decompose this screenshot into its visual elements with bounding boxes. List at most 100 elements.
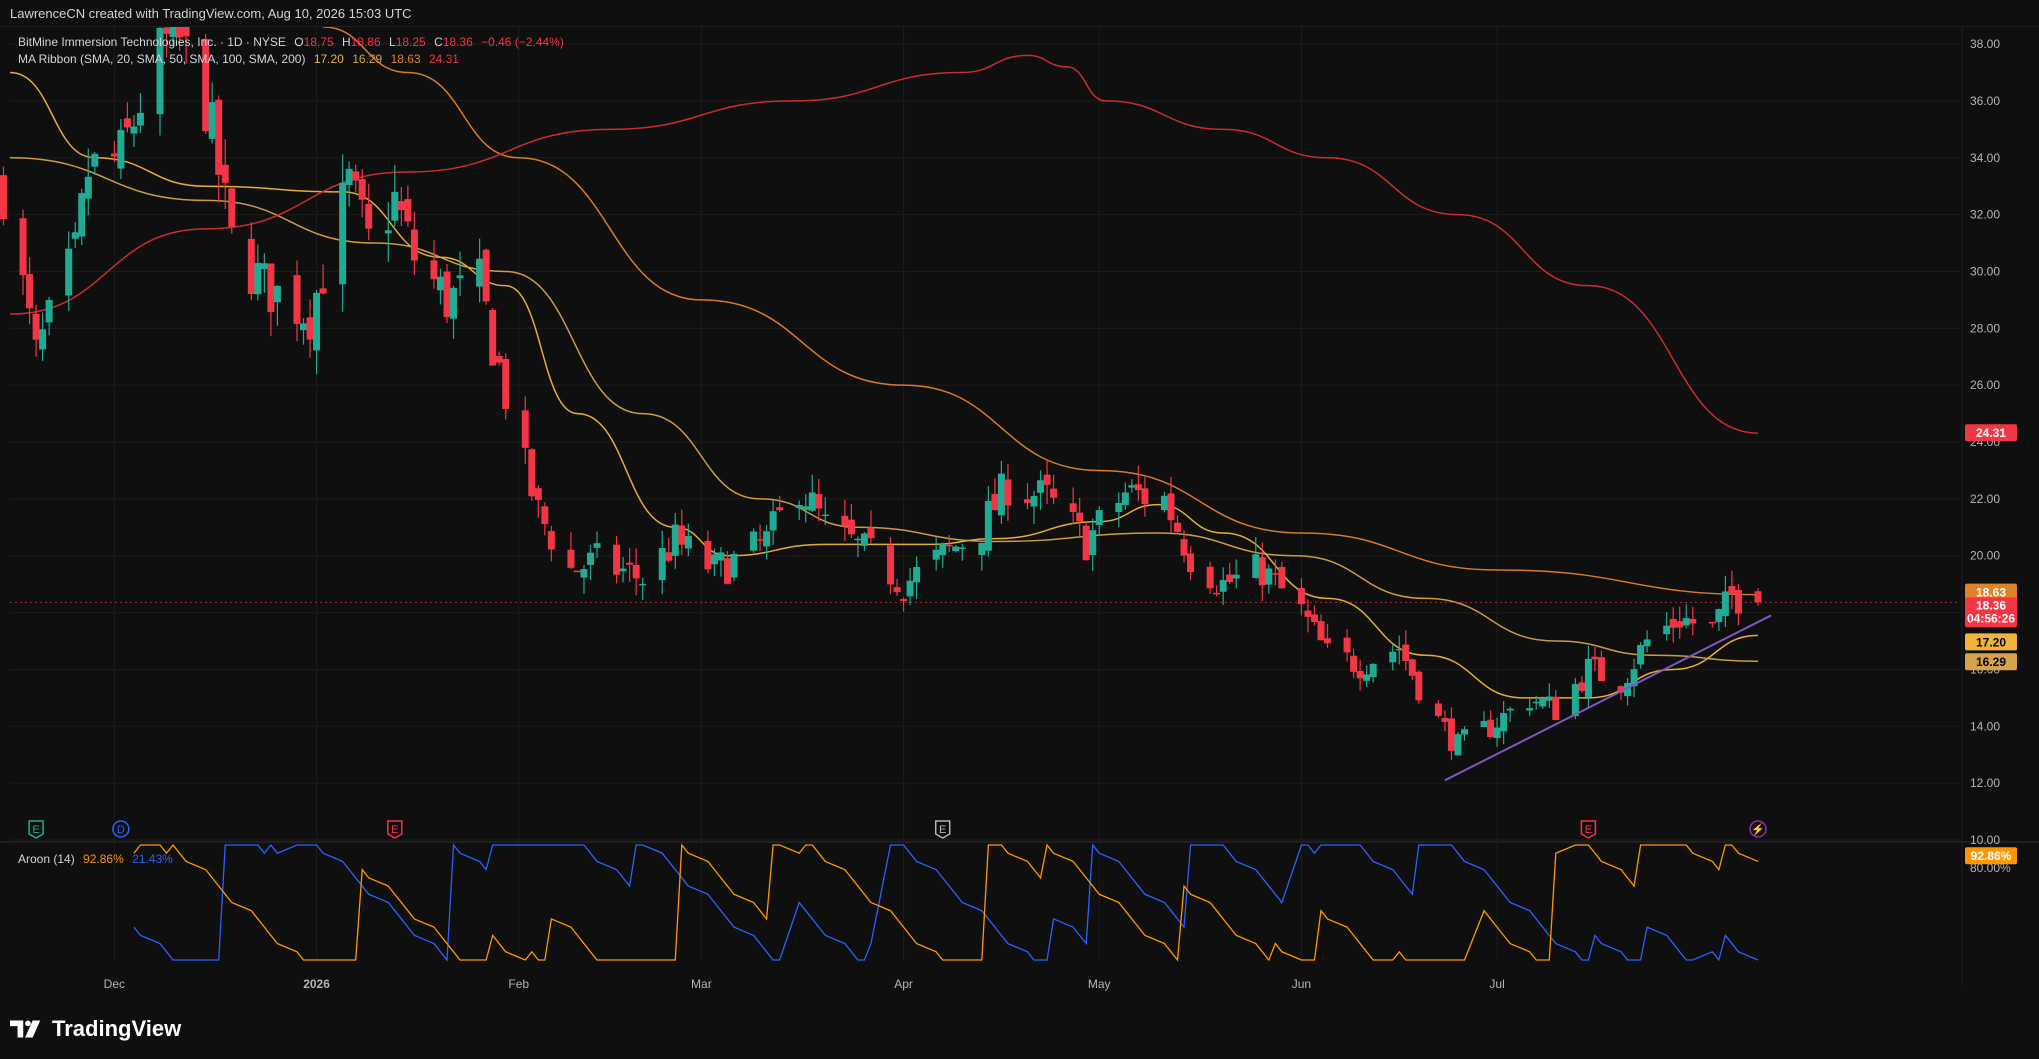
candle[interactable] (1591, 646, 1599, 672)
candle[interactable] (815, 478, 823, 522)
candle[interactable] (352, 164, 360, 193)
candle[interactable] (547, 525, 555, 562)
event-marker[interactable]: D (112, 820, 130, 838)
candle[interactable] (1408, 658, 1416, 680)
candle[interactable] (1389, 644, 1397, 671)
candle[interactable] (671, 512, 679, 569)
candle[interactable] (887, 537, 895, 595)
candle[interactable] (1506, 706, 1514, 723)
candle[interactable] (952, 545, 960, 553)
candle[interactable] (482, 248, 490, 305)
candle[interactable] (1395, 635, 1403, 665)
candle[interactable] (1500, 701, 1508, 745)
trendline[interactable] (1444, 614, 1772, 782)
candle[interactable] (769, 500, 777, 546)
candle[interactable] (521, 396, 529, 464)
candle[interactable] (1226, 562, 1234, 585)
candle[interactable] (228, 188, 236, 234)
candle[interactable] (1350, 649, 1358, 679)
candle[interactable] (900, 597, 908, 612)
candle[interactable] (1447, 707, 1455, 761)
candle[interactable] (1643, 630, 1651, 653)
candle[interactable] (84, 148, 92, 216)
candle[interactable] (123, 102, 131, 133)
candle[interactable] (0, 166, 7, 226)
candle[interactable] (984, 486, 992, 557)
candle[interactable] (1597, 650, 1605, 682)
candle[interactable] (978, 542, 986, 571)
candle[interactable] (1004, 464, 1012, 521)
candle[interactable] (410, 211, 418, 275)
candle[interactable] (573, 570, 581, 573)
candle[interactable] (665, 537, 673, 563)
candle[interactable] (110, 140, 118, 163)
candle[interactable] (1167, 476, 1175, 533)
candle[interactable] (456, 251, 464, 296)
candle[interactable] (1121, 482, 1129, 510)
candle[interactable] (802, 494, 810, 523)
candle[interactable] (1630, 658, 1638, 698)
candle[interactable] (710, 548, 718, 577)
candle[interactable] (502, 353, 510, 420)
candle[interactable] (208, 82, 216, 144)
candle[interactable] (619, 556, 627, 583)
candle[interactable] (763, 525, 771, 560)
aroon-legend[interactable]: Aroon (14) 92.86% 21.43% (18, 852, 178, 866)
candle[interactable] (1663, 612, 1671, 641)
candle[interactable] (1545, 683, 1553, 708)
candle[interactable] (906, 568, 914, 606)
candle[interactable] (1402, 630, 1410, 671)
candle[interactable] (45, 296, 53, 336)
candle[interactable] (1069, 487, 1077, 525)
candle[interactable] (1356, 659, 1364, 691)
candle[interactable] (678, 509, 686, 556)
candle[interactable] (1617, 685, 1625, 700)
candle[interactable] (1304, 599, 1312, 633)
candle[interactable] (1493, 717, 1501, 747)
candle[interactable] (306, 299, 314, 358)
candle[interactable] (991, 478, 999, 511)
candle[interactable] (1095, 506, 1103, 536)
candle[interactable] (860, 532, 868, 551)
candle[interactable] (893, 578, 901, 597)
candle[interactable] (404, 185, 412, 227)
candle[interactable] (1219, 567, 1227, 606)
candle[interactable] (430, 240, 438, 289)
candle[interactable] (1415, 670, 1423, 704)
candle[interactable] (795, 500, 803, 520)
candle[interactable] (476, 238, 484, 303)
candle[interactable] (1434, 700, 1442, 718)
candle[interactable] (528, 448, 536, 501)
candle[interactable] (639, 578, 647, 601)
candle[interactable] (339, 154, 347, 312)
candle[interactable] (391, 165, 399, 227)
candle[interactable] (1539, 696, 1547, 709)
candle[interactable] (1206, 561, 1214, 594)
candle[interactable] (1526, 698, 1534, 717)
candle[interactable] (945, 534, 953, 553)
candle[interactable] (1363, 665, 1371, 688)
candle[interactable] (384, 201, 392, 262)
candle[interactable] (345, 161, 353, 207)
event-marker[interactable]: E (387, 820, 403, 839)
candle[interactable] (26, 256, 34, 325)
candle[interactable] (567, 532, 575, 570)
candle[interactable] (932, 537, 940, 571)
event-markers[interactable]: E D E E E ⚡ (28, 820, 1767, 839)
candle[interactable] (1037, 470, 1045, 510)
candle[interactable] (730, 550, 738, 582)
candle[interactable] (65, 231, 73, 311)
candle[interactable] (586, 544, 594, 581)
event-marker[interactable]: E (28, 820, 44, 839)
candle[interactable] (254, 244, 262, 301)
candle[interactable] (821, 497, 829, 525)
candle[interactable] (658, 530, 666, 595)
candle[interactable] (136, 93, 144, 134)
candle[interactable] (1532, 695, 1540, 710)
candle[interactable] (1441, 710, 1449, 732)
candle[interactable] (717, 546, 725, 577)
candle[interactable] (541, 502, 549, 536)
candle[interactable] (1676, 606, 1684, 639)
support-trendline[interactable] (1444, 614, 1772, 782)
